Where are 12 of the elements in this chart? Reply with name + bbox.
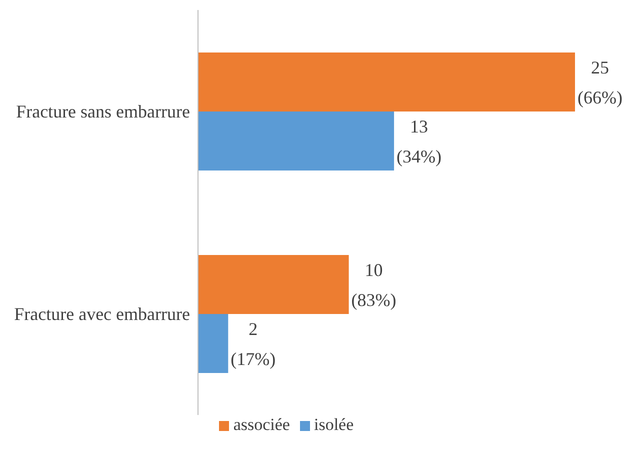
bar bbox=[198, 52, 575, 112]
bar bbox=[198, 314, 228, 374]
data-label: 2 (17%) bbox=[230, 318, 276, 369]
data-label: 25 (66%) bbox=[578, 57, 622, 108]
bar bbox=[198, 112, 394, 171]
bar bbox=[198, 255, 349, 314]
legend-label: isolée bbox=[314, 415, 354, 434]
data-label: 13 (34%) bbox=[396, 116, 442, 166]
y-tick-label: Fracture avec embarrure bbox=[14, 304, 190, 324]
legend-label: associée bbox=[233, 415, 290, 434]
y-tick-label: Fracture sans embarrure bbox=[16, 102, 190, 122]
data-label: 10 (83%) bbox=[351, 260, 396, 310]
